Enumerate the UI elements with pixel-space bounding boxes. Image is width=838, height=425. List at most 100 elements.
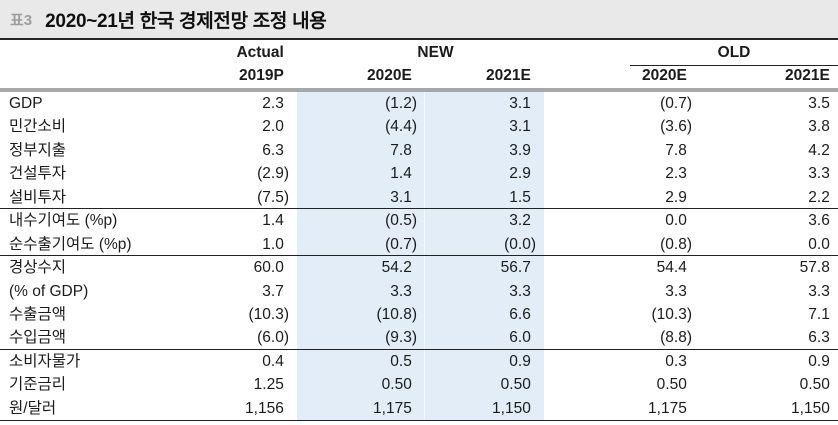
column-header-old-2020e: 2020E) xyxy=(642,67,687,84)
row-label: 민간소비 xyxy=(9,118,67,136)
cell-value: 3.3) xyxy=(297,279,425,303)
row-label: 소비자물가 xyxy=(9,352,81,370)
old-group-underline: OLD xyxy=(630,40,838,66)
row-label: (% of GDP) xyxy=(9,282,89,300)
cell-value: 0.4) xyxy=(262,352,284,370)
cell-value: 6.0) xyxy=(425,326,544,349)
cell-value: 0.50) xyxy=(799,376,830,394)
cell-value: 7.8) xyxy=(297,138,425,163)
cell-value: (10.3) xyxy=(651,305,693,323)
cell-value: 57.8) xyxy=(799,259,830,277)
row-label: 정부지출 xyxy=(9,141,67,159)
cell-value: (8.8) xyxy=(660,329,692,347)
cell-value: 3.5) xyxy=(808,95,830,112)
table-header: Actual) NEW OLD 2019P) 2020E) 2021E) 202… xyxy=(0,40,838,92)
cell-value: 1,150) xyxy=(425,396,544,421)
cell-value: 3.1) xyxy=(425,92,544,116)
cell-value: (10.8) xyxy=(297,302,425,327)
cell-value: 2.3) xyxy=(262,95,284,112)
cell-value: 7.1) xyxy=(808,305,830,323)
cell-value: 3.3) xyxy=(665,282,687,300)
table-body: GDP2.3)(1.2)3.1)(0.7)3.5)민간소비2.0)(4.4)3.… xyxy=(0,92,838,422)
cell-value: 2.9) xyxy=(665,188,687,206)
cell-value: 54.2) xyxy=(297,256,425,280)
group-header-old: OLD xyxy=(544,40,838,66)
cell-value: (1.2) xyxy=(297,92,425,116)
column-header-row: 2019P) 2020E) 2021E) 2020E) 2021E) xyxy=(0,66,838,88)
cell-value: 1.0) xyxy=(262,235,284,253)
cell-value: 60.0) xyxy=(253,259,284,277)
cell-value: 1.4) xyxy=(297,162,425,186)
page-title: 2020~21년 한국 경제전망 조정 내용 xyxy=(45,10,327,32)
cell-value: 6.3) xyxy=(808,329,830,347)
table-row: 내수기여도 (%p) 1.4) (0.5)3.2) 0.0) 3.6) xyxy=(0,209,838,233)
cell-value: 6.6) xyxy=(425,302,544,327)
cell-value: 0.50) xyxy=(425,373,544,397)
cell-value: 3.8) xyxy=(808,118,830,136)
cell-value: (9.3) xyxy=(297,326,425,349)
cell-value: (7.5) xyxy=(257,188,289,206)
column-header-spacer xyxy=(0,66,185,88)
row-label: GDP xyxy=(9,95,43,112)
table-row: 순수출기여도 (%p) 1.0) (0.7)(0.0) (0.8) 0.0) xyxy=(0,232,838,257)
table-number-badge: 표3 xyxy=(10,11,33,29)
table-row: 건설투자 (2.9) 1.4)2.9) 2.3) 3.3) xyxy=(0,162,838,186)
column-header-new-2021e: 2021E) xyxy=(486,67,531,84)
cell-value: 0.9) xyxy=(808,352,830,370)
cell-value: 3.1) xyxy=(425,115,544,139)
table-title-bar: 표3 2020~21년 한국 경제전망 조정 내용 xyxy=(0,0,838,40)
table-row: 원/달러1,156)1,175)1,150)1,175)1,150) xyxy=(0,396,838,421)
cell-value: (0.0) xyxy=(425,232,544,256)
cell-value: 3.6) xyxy=(808,212,830,230)
cell-value: 1,156) xyxy=(245,399,284,417)
cell-value: 3.7) xyxy=(262,282,284,300)
cell-value: 0.9) xyxy=(425,349,544,374)
cell-value: (4.4) xyxy=(297,115,425,139)
cell-value: 3.3) xyxy=(808,165,830,183)
cell-value: 0.0) xyxy=(808,235,830,253)
cell-value: (6.0) xyxy=(257,329,289,347)
row-label: 설비투자 xyxy=(9,188,67,206)
cell-value: 2.2) xyxy=(808,188,830,206)
group-label-actual: Actual xyxy=(236,44,284,61)
cell-value: 0.3) xyxy=(665,352,687,370)
cell-value: (0.7) xyxy=(297,232,425,256)
column-header-2019p: 2019P) xyxy=(239,67,284,84)
cell-value: 3.3) xyxy=(808,282,830,300)
table-row: GDP 2.3) (1.2)3.1) (0.7) 3.5) xyxy=(0,92,838,116)
group-header-actual: Actual) xyxy=(185,40,297,66)
cell-value: 0.50) xyxy=(656,376,687,394)
table-row: 수출금액 (10.3) (10.8)6.6) (10.3) 7.1) xyxy=(0,302,838,327)
cell-value: 3.2) xyxy=(425,209,544,233)
row-label: 수출금액 xyxy=(9,305,67,323)
group-label-new: NEW xyxy=(417,44,454,61)
table-row: 민간소비 2.0) (4.4)3.1) (3.6) 3.8) xyxy=(0,115,838,139)
cell-value: 1,175) xyxy=(297,396,425,421)
cell-value: 3.3) xyxy=(425,279,544,303)
row-label: 수입금액 xyxy=(9,329,67,347)
cell-value: (0.7) xyxy=(660,95,692,112)
row-label: 경상수지 xyxy=(9,259,67,277)
cell-value: (2.9) xyxy=(257,165,289,183)
cell-value: 0.0) xyxy=(665,212,687,230)
row-label: 건설투자 xyxy=(9,165,67,183)
cell-value: 3.1) xyxy=(297,185,425,209)
group-header-spacer xyxy=(0,40,185,66)
cell-value: 2.9) xyxy=(425,162,544,186)
cell-value: 2.3) xyxy=(665,165,687,183)
row-label: 내수기여도 (%p) xyxy=(9,212,118,230)
cell-value: (3.6) xyxy=(660,118,692,136)
cell-value: 6.3) xyxy=(262,141,284,159)
row-label: 원/달러 xyxy=(9,399,57,417)
cell-value: 1,150) xyxy=(791,399,830,417)
column-header-old-2021e: 2021E) xyxy=(785,67,830,84)
cell-value: 54.4) xyxy=(656,259,687,277)
table-row: 설비투자 (7.5) 3.1)1.5) 2.9) 2.2) xyxy=(0,185,838,210)
group-header-row: Actual) NEW OLD xyxy=(0,40,838,66)
table-row: (% of GDP)3.7)3.3)3.3)3.3)3.3) xyxy=(0,279,838,303)
row-label: 순수출기여도 (%p) xyxy=(9,235,132,253)
